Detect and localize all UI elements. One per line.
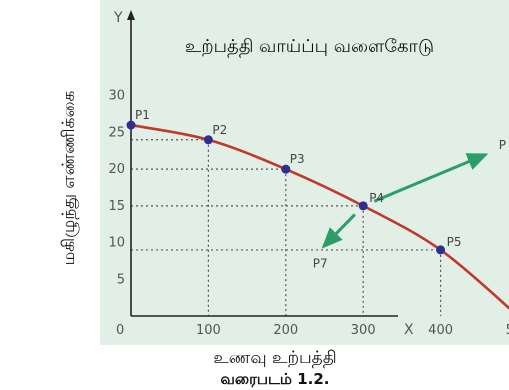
- point-label-p7: P7: [313, 257, 328, 271]
- guide-lines: [131, 139, 442, 316]
- point-p2: [203, 135, 213, 145]
- point-p1: [126, 120, 136, 130]
- point-label-p4: P4: [369, 191, 384, 205]
- x-tick-label: 400: [428, 323, 453, 338]
- figure-caption: வரைபடம் 1.2.: [221, 370, 330, 388]
- y-axis-letter: Y: [113, 10, 123, 26]
- y-tick-label: 20: [108, 162, 125, 177]
- arrow-to-p7: [321, 213, 356, 249]
- arrows: [321, 153, 489, 249]
- y-tick-label: 5: [117, 272, 125, 287]
- tick-labels: 100 200 300 400 500 5 10 15 20 25 30: [108, 89, 509, 338]
- point-p4: [358, 201, 368, 211]
- y-tick-label: 10: [108, 236, 125, 251]
- y-axis-arrowhead: [127, 10, 135, 20]
- x-tick-label: 100: [196, 323, 221, 338]
- y-tick-label: 15: [108, 199, 125, 214]
- point-label-p2: P2: [212, 123, 227, 137]
- axes: [127, 10, 398, 317]
- y-tick-label: 30: [108, 89, 125, 104]
- arrow-to-p: [373, 153, 489, 203]
- x-tick-label: 200: [273, 323, 298, 338]
- x-axis-letter: X: [404, 322, 414, 338]
- point-label-p: P: [499, 138, 506, 152]
- x-axis-label: உணவு உற்பத்தி: [213, 348, 336, 368]
- y-tick-label: 25: [108, 125, 125, 140]
- point-p5: [436, 245, 446, 255]
- point-label-p5: P5: [447, 235, 462, 249]
- origin-label: 0: [116, 323, 124, 338]
- point-label-p3: P3: [290, 152, 305, 166]
- point-p3: [281, 164, 291, 174]
- chart-title: உற்பத்தி வாய்ப்பு வளைகோடு: [185, 36, 434, 58]
- point-label-p1: P1: [135, 108, 150, 122]
- y-axis-label: மகிழுந்து எண்ணிக்கை: [59, 90, 79, 265]
- x-tick-label: 500: [506, 323, 509, 338]
- data-points: P1P2P3P4P5P6PP7: [126, 108, 506, 271]
- x-tick-label: 300: [351, 323, 376, 338]
